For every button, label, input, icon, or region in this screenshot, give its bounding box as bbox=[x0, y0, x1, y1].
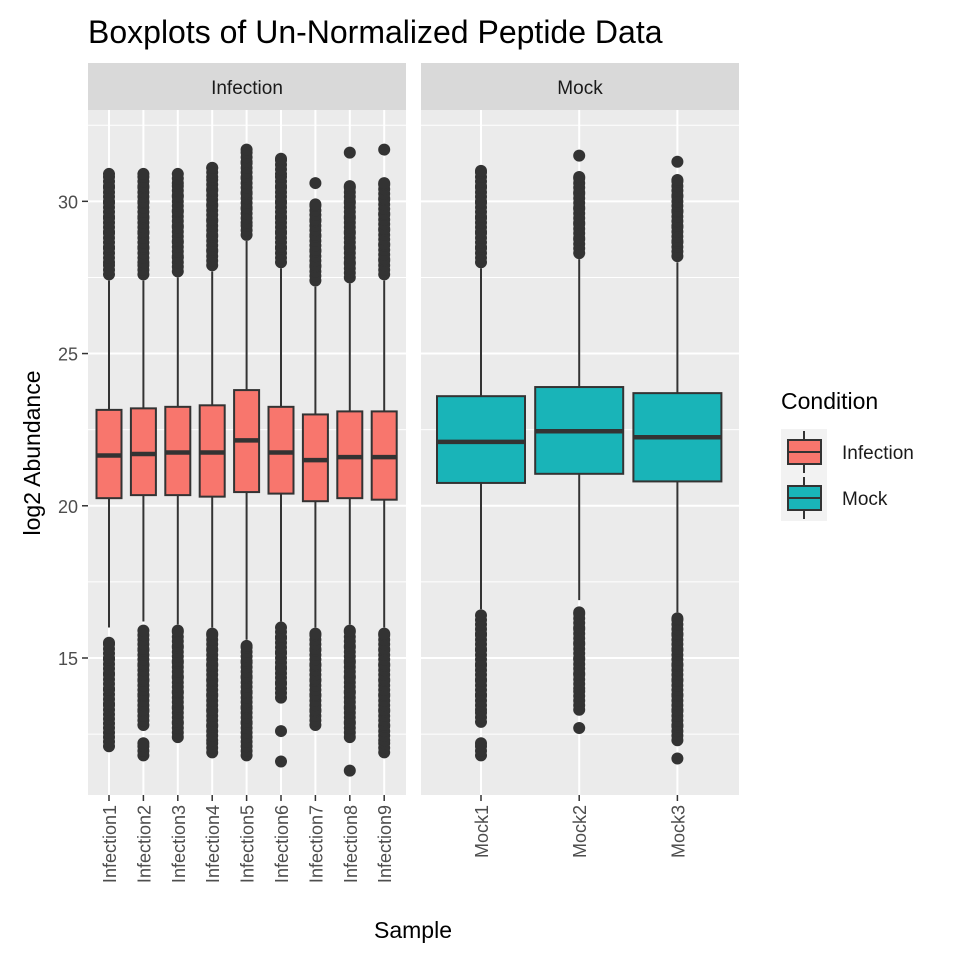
outlier-point bbox=[343, 146, 356, 159]
outlier-point bbox=[309, 177, 322, 190]
legend-item-label: Infection bbox=[842, 443, 914, 464]
outlier-point bbox=[378, 143, 391, 156]
x-tick-label: Infection5 bbox=[238, 805, 258, 883]
outlier-point bbox=[671, 174, 684, 187]
outlier-point bbox=[137, 167, 150, 180]
outlier-point bbox=[475, 737, 487, 750]
x-tick-label: Infection8 bbox=[341, 805, 361, 883]
outlier-point bbox=[240, 639, 253, 652]
x-tick-label: Mock1 bbox=[472, 805, 492, 858]
y-tick-label: 30 bbox=[58, 192, 78, 212]
outlier-point bbox=[475, 164, 487, 177]
outlier-point bbox=[171, 624, 184, 637]
x-tick-label: Infection4 bbox=[203, 805, 223, 883]
facet-panel-mock: Mock Mock1 Mock2 Mock3 bbox=[421, 63, 739, 858]
facet-strip-label: Mock bbox=[557, 78, 603, 99]
y-axis: 15 20 25 30 bbox=[58, 192, 88, 669]
box-infection2 bbox=[129, 167, 157, 762]
outlier-point bbox=[378, 627, 391, 640]
outlier-point bbox=[573, 606, 586, 619]
box-body bbox=[336, 410, 364, 500]
outlier-point bbox=[309, 198, 322, 211]
box-infection9 bbox=[370, 143, 398, 759]
outlier-point bbox=[343, 624, 356, 637]
box-body bbox=[301, 413, 329, 503]
y-tick-label: 25 bbox=[58, 345, 78, 365]
legend-title: Condition bbox=[781, 388, 878, 414]
outlier-point bbox=[171, 167, 184, 180]
box-infection3 bbox=[164, 167, 192, 744]
outlier-point bbox=[103, 167, 115, 180]
legend-item-label: Mock bbox=[842, 489, 888, 510]
box-mock2 bbox=[534, 149, 625, 735]
box-body bbox=[129, 407, 157, 497]
box-infection8 bbox=[336, 146, 364, 777]
outlier-point bbox=[103, 636, 115, 649]
outlier-point bbox=[671, 155, 684, 168]
facet-strip-label: Infection bbox=[211, 78, 283, 99]
outlier-point bbox=[573, 722, 586, 735]
outlier-point bbox=[206, 627, 219, 640]
x-tick-label: Mock3 bbox=[668, 805, 688, 858]
outlier-point bbox=[671, 752, 684, 765]
facet-strip bbox=[421, 63, 739, 110]
box-infection7 bbox=[301, 177, 329, 731]
y-axis-title: log2 Abundance bbox=[19, 371, 45, 536]
outlier-point bbox=[137, 624, 150, 637]
x-axis-title: Sample bbox=[374, 917, 452, 943]
x-tick-label: Infection1 bbox=[100, 805, 120, 883]
box-infection4 bbox=[198, 161, 226, 759]
outlier-point bbox=[343, 180, 356, 193]
x-tick-label: Infection6 bbox=[272, 805, 292, 883]
outlier-point bbox=[309, 627, 322, 640]
outlier-point bbox=[671, 612, 684, 625]
outlier-point bbox=[275, 621, 287, 634]
box-mock3 bbox=[632, 155, 723, 765]
outlier-point bbox=[475, 609, 487, 622]
x-tick-label: Infection3 bbox=[169, 805, 189, 883]
outlier-point bbox=[343, 764, 356, 777]
box-body bbox=[267, 405, 295, 495]
outlier-point bbox=[573, 170, 586, 183]
y-tick-label: 15 bbox=[58, 649, 78, 669]
x-tick-label: Infection7 bbox=[306, 805, 326, 883]
outlier-point bbox=[573, 149, 586, 162]
facet-panel-infection: Infection Infection1 Infection2 Infection3 I… bbox=[88, 63, 406, 883]
chart-title: Boxplots of Un-Normalized Peptide Data bbox=[88, 14, 663, 50]
x-tick-label: Mock2 bbox=[570, 805, 590, 858]
x-tick-label: Infection9 bbox=[375, 805, 395, 883]
y-tick-label: 20 bbox=[58, 497, 78, 517]
outlier-point bbox=[275, 755, 287, 768]
legend: Condition Infection Mock bbox=[781, 388, 914, 521]
box-mock1 bbox=[436, 164, 526, 762]
legend-item-infection: Infection bbox=[781, 429, 914, 475]
outlier-point bbox=[206, 161, 219, 174]
outlier-point bbox=[275, 725, 287, 738]
box-infection1 bbox=[95, 167, 123, 753]
outlier-point bbox=[275, 152, 287, 165]
legend-items: Infection Mock bbox=[781, 429, 914, 521]
x-tick-label: Infection2 bbox=[134, 805, 154, 883]
box-infection6 bbox=[267, 152, 295, 768]
outlier-point bbox=[240, 143, 253, 156]
box-body bbox=[436, 395, 526, 484]
legend-item-mock: Mock bbox=[781, 475, 888, 521]
outlier-point bbox=[378, 177, 391, 190]
outlier-point bbox=[137, 737, 150, 750]
facet-strip bbox=[88, 63, 406, 110]
box-infection5 bbox=[233, 143, 261, 762]
